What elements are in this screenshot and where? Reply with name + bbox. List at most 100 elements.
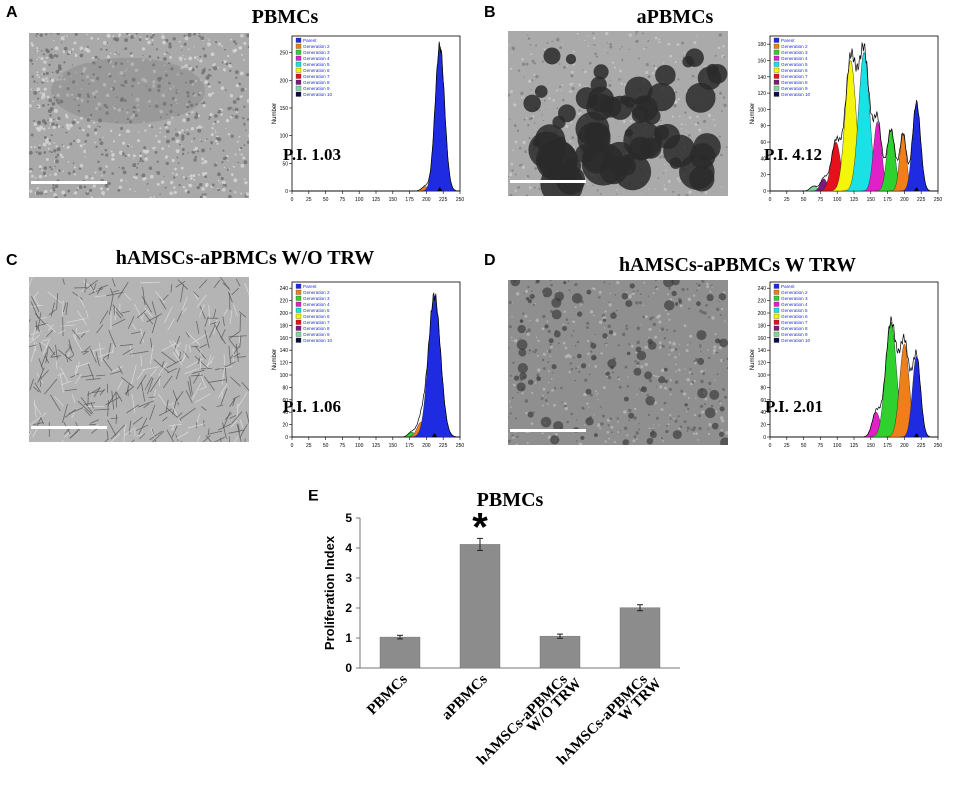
y-tick-label: 0 [285, 189, 288, 195]
x-tick-label: 175 [405, 443, 414, 449]
y-tick-label: 100 [280, 373, 289, 379]
x-tick-label: 250 [456, 197, 465, 203]
y-tick-label: 140 [758, 348, 767, 354]
legend-label: Generation 2 [303, 44, 330, 49]
legend-label: Generation 4 [303, 56, 330, 61]
legend-swatch [774, 74, 779, 79]
legend-swatch [774, 44, 779, 49]
legend-label: Parent [781, 38, 795, 43]
x-tick-label: 125 [372, 443, 381, 449]
legend-swatch [296, 38, 301, 43]
legend-label: Generation 2 [303, 290, 330, 295]
legend-swatch [296, 338, 301, 343]
legend-swatch [774, 326, 779, 331]
x-tick-label: 225 [917, 197, 926, 203]
x-tick-label: 0 [769, 443, 772, 449]
panel-title-b: aPBMCs [560, 6, 790, 29]
generation-peak [421, 46, 459, 191]
x-tick-label: 0 [291, 443, 294, 449]
y-tick-label: 180 [280, 323, 289, 329]
x-tick-label: 125 [850, 443, 859, 449]
panel-letter-d: D [484, 252, 496, 270]
y-tick-label: 200 [280, 78, 289, 84]
legend-swatch [774, 56, 779, 61]
x-tick-label: 25 [306, 443, 312, 449]
y-tick-label: 3 [345, 571, 352, 585]
legend-label: Parent [781, 284, 795, 289]
x-tick-label: 150 [389, 197, 398, 203]
y-tick-label: 80 [760, 385, 766, 391]
x-tick-label: 125 [850, 197, 859, 203]
x-tick-label: 100 [833, 197, 842, 203]
scale-bar-a [31, 181, 107, 184]
x-tick-label: 50 [323, 197, 329, 203]
y-tick-label: 20 [282, 423, 288, 429]
x-tick-label: 150 [867, 197, 876, 203]
x-tick-label: 175 [405, 197, 414, 203]
x-tick-label: 250 [456, 443, 465, 449]
legend-label: Generation 6 [303, 68, 330, 73]
y-tick-label: 140 [280, 348, 289, 354]
legend-label: Generation 5 [303, 62, 330, 67]
x-tick-label: 150 [867, 443, 876, 449]
panel-title-a: PBMCs [150, 6, 420, 29]
x-tick-label: 50 [801, 443, 807, 449]
legend-label: Generation 7 [303, 74, 330, 79]
legend-label: Generation 4 [781, 302, 808, 307]
legend-swatch [296, 68, 301, 73]
legend-swatch [296, 308, 301, 313]
y-tick-label: 160 [758, 336, 767, 342]
legend-label: Generation 3 [781, 50, 808, 55]
legend-swatch [296, 92, 301, 97]
panel-letter-c: C [6, 252, 18, 270]
y-tick-label: 0 [763, 435, 766, 441]
y-tick-label: 80 [760, 124, 766, 130]
legend-swatch [774, 50, 779, 55]
legend-swatch [296, 62, 301, 67]
legend-label: Parent [303, 38, 317, 43]
x-tick-label: 25 [784, 197, 790, 203]
y-tick-label: 20 [760, 173, 766, 179]
y-tick-label: 250 [280, 51, 289, 57]
scale-bar-d [510, 429, 586, 432]
legend-swatch [774, 86, 779, 91]
micrograph-texture [29, 277, 249, 442]
legend-swatch [296, 284, 301, 289]
x-tick-label: 200 [422, 443, 431, 449]
legend-swatch [774, 302, 779, 307]
legend-swatch [296, 326, 301, 331]
panel-title-d: hAMSCs-aPBMCs W TRW [585, 254, 890, 277]
x-tick-label: 0 [291, 197, 294, 203]
y-tick-label: 100 [280, 134, 289, 140]
legend-label: Generation 7 [781, 74, 808, 79]
panel-letter-a: A [6, 4, 18, 22]
bar [380, 637, 420, 668]
bar [540, 636, 580, 668]
x-tick-label: 75 [818, 443, 824, 449]
x-tick-label: 250 [934, 443, 943, 449]
scale-bar-b [510, 180, 586, 183]
x-tick-label: 75 [340, 443, 346, 449]
x-tick-label: 100 [833, 443, 842, 449]
x-tick-label: 100 [355, 443, 364, 449]
legend-label: Generation 5 [303, 308, 330, 313]
x-tick-label: 225 [439, 197, 448, 203]
y-tick-label: 160 [758, 58, 767, 64]
pi-label-c: P.I. 1.06 [283, 397, 341, 417]
y-tick-label: 20 [760, 423, 766, 429]
legend-swatch [774, 284, 779, 289]
micrograph-texture [508, 31, 728, 196]
legend-swatch [774, 314, 779, 319]
y-tick-label: 160 [280, 336, 289, 342]
legend-swatch [774, 308, 779, 313]
pi-label-d: P.I. 2.01 [765, 397, 823, 417]
x-tick-label: 75 [818, 197, 824, 203]
legend-label: Generation 10 [303, 338, 333, 343]
micrograph-c [29, 277, 249, 442]
legend-label: Parent [303, 284, 317, 289]
legend-swatch [774, 68, 779, 73]
legend-label: Generation 8 [781, 326, 808, 331]
y-tick-label: 120 [758, 361, 767, 367]
